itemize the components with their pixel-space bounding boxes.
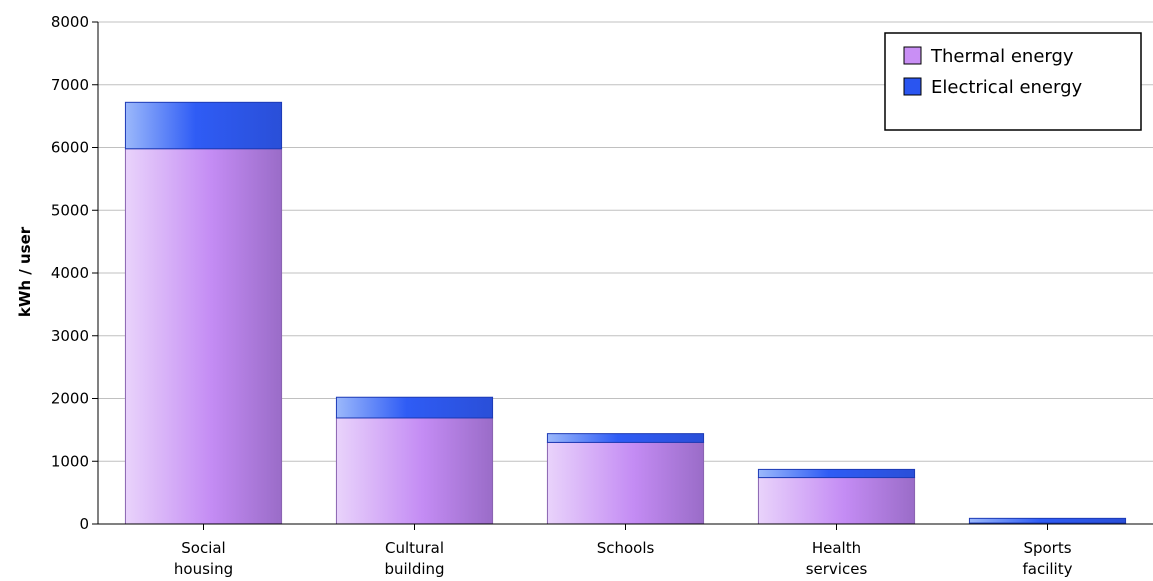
bar-electrical — [335, 396, 494, 419]
legend: Thermal energy Electrical energy — [884, 32, 1142, 131]
x-tick-label: Sports facility — [1023, 539, 1073, 578]
y-tick-label: 3000 — [51, 327, 89, 345]
legend-label-electrical: Electrical energy — [931, 77, 1083, 98]
y-tick-label: 4000 — [51, 264, 89, 282]
bar-electrical — [124, 101, 283, 150]
bar-thermal — [335, 417, 494, 525]
x-tick-label: Schools — [597, 539, 655, 557]
bar-thermal — [546, 441, 705, 525]
y-tick-label: 8000 — [51, 13, 89, 31]
legend-swatch-electrical — [903, 77, 922, 96]
x-tick-label: Social housing — [174, 539, 233, 578]
x-tick-label: Health services — [806, 539, 868, 578]
y-tick-label: 1000 — [51, 452, 89, 470]
x-tick-label: Cultural building — [384, 539, 444, 578]
x-tick-labels: Social housing Cultural building Schools Heal… — [174, 524, 1073, 578]
bar-thermal — [124, 148, 283, 525]
bar-electrical — [757, 468, 916, 479]
y-tick-label: 6000 — [51, 139, 89, 157]
bar-electrical — [968, 517, 1127, 524]
y-axis-title: kWh / user — [16, 226, 34, 317]
legend-label-thermal: Thermal energy — [930, 46, 1074, 67]
y-tick-label: 5000 — [51, 201, 89, 219]
y-ticks: 0 1000 2000 3000 4000 5000 6000 7000 8000 — [51, 13, 98, 533]
legend-swatch-thermal — [903, 46, 922, 65]
y-tick-label: 0 — [79, 515, 89, 533]
legend-box — [884, 32, 1142, 131]
bar-thermal — [757, 477, 916, 525]
bars — [124, 101, 1127, 525]
bar-electrical — [546, 433, 705, 443]
y-tick-label: 7000 — [51, 76, 89, 94]
y-tick-label: 2000 — [51, 390, 89, 408]
